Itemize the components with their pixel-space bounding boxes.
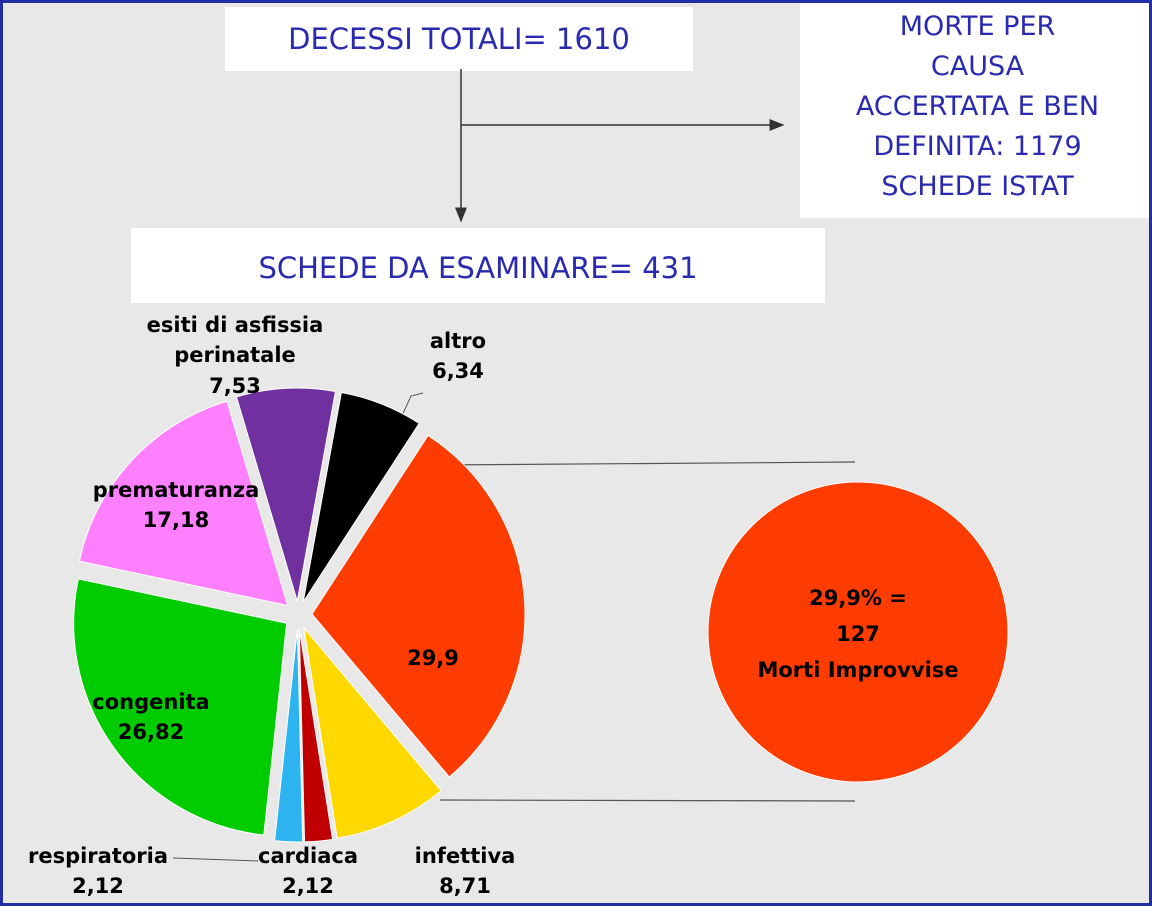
box-line: DEFINITA: 1179: [873, 131, 1082, 162]
defined-box: MORTE PER CAUSA ACCERTATA E BEN DEFINITA: 1…: [800, 3, 1149, 218]
leader-line: [172, 857, 259, 862]
callout-text: 29,9% =: [809, 586, 907, 610]
box-line: SCHEDE ISTAT: [881, 171, 1074, 202]
category-label: infettiva: [414, 844, 516, 868]
value-label: 2,12: [72, 874, 124, 899]
slice-label: respiratoria 2,12: [3, 841, 198, 902]
category-label: altro: [429, 329, 487, 353]
slice-label: cardiaca 2,12: [208, 841, 408, 902]
slice-label: congenita 26,82: [51, 687, 251, 748]
box-line: ACCERTATA E BEN: [855, 91, 1100, 122]
slice-label: prematuranza 17,18: [66, 475, 286, 536]
value-label: 8,71: [439, 874, 491, 899]
pie-slice: [78, 400, 289, 607]
total-box: DECESSI TOTALI= 1610: [225, 7, 693, 71]
pie-slice: [303, 626, 442, 839]
slice-label: 29,9: [333, 643, 533, 673]
examine-box: SCHEDE DA ESAMINARE= 431: [131, 228, 825, 303]
value-label: 6,34: [432, 359, 484, 384]
connector: [439, 461, 856, 466]
slice-label: altro 6,34: [358, 326, 558, 387]
pie-slice: [274, 628, 304, 843]
pie-slice: [235, 387, 337, 602]
slice-label: esiti di asfissia perinatale 7,53: [145, 310, 325, 401]
pie-slice: [73, 578, 288, 836]
slice-label: infettiva 8,71: [365, 841, 565, 902]
category-label: prematuranza: [92, 478, 260, 502]
value-label: 7,53: [209, 373, 261, 398]
pie-slice: [311, 434, 526, 778]
callout-circle: [707, 481, 1009, 783]
value-label: 17,18: [142, 508, 210, 533]
connector: [439, 799, 856, 802]
callout-text: Morti Improvvise: [757, 658, 958, 682]
value-label: 29,9: [407, 646, 459, 670]
box-line: CAUSA: [930, 51, 1025, 82]
box-line: MORTE PER: [899, 11, 1056, 42]
value-label: 26,82: [117, 720, 185, 745]
pie-slice: [298, 628, 334, 843]
category-label: congenita: [92, 690, 210, 714]
category-label: esiti di asfissia perinatale: [146, 313, 324, 368]
category-label: cardiaca: [258, 844, 358, 868]
chart: 29,9% = 127 Morti Improvvise: [73, 69, 1009, 862]
callout-text: 127: [836, 622, 880, 646]
category-label: respiratoria: [27, 844, 169, 868]
value-label: 2,12: [282, 874, 334, 899]
pie-slice: [302, 391, 420, 603]
